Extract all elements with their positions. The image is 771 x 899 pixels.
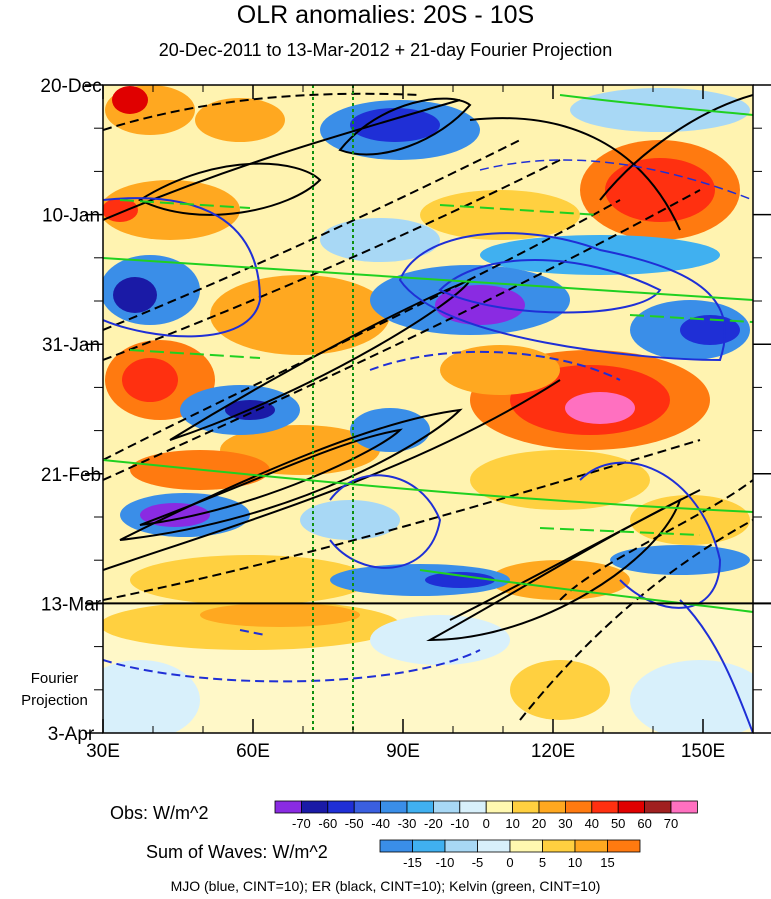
page-title: OLR anomalies: 20S - 10S (236, 1, 535, 29)
x-tick-label-1: 60E (236, 741, 270, 762)
obs-colorbar-swatch-6 (432, 800, 461, 814)
obs-colorbar: -70 -60 -50 -40 -30 -20 -10 0 10 20 30 40 50 60 70 (274, 800, 698, 831)
waves-colorbar-swatch-6 (574, 839, 608, 853)
obs-colorbar-swatch-7 (459, 800, 487, 814)
page-subtitle: 20-Dec-2011 to 13-Mar-2012 + 21-day Four… (158, 40, 613, 60)
waves-colorbar-level-5: 10 (568, 855, 582, 870)
y-tick-label-0: 20-Dec (40, 76, 101, 97)
obs-colorbar-level-7: 0 (483, 816, 490, 831)
obs-colorbar-swatch-9 (512, 800, 540, 814)
obs-colorbar-swatch-4 (380, 800, 408, 814)
x-tick-label-4: 150E (681, 741, 725, 762)
projection-field (103, 603, 753, 733)
obs-colorbar-swatch-1 (300, 800, 329, 814)
obs-colorbar-level-1: -60 (318, 816, 337, 831)
waves-colorbar-level-2: -5 (472, 855, 484, 870)
obs-colorbar-swatch-3 (353, 800, 382, 814)
y-tick-label-1: 10-Jan (42, 206, 100, 227)
y-tick-label-2: 31-Jan (42, 335, 100, 356)
waves-colorbar-swatch-3 (477, 839, 511, 853)
obs-colorbar-level-0: -70 (292, 816, 311, 831)
obs-colorbar-level-2: -50 (345, 816, 364, 831)
obs-colorbar-level-8: 10 (505, 816, 519, 831)
waves-colorbar-swatch-4 (509, 839, 543, 853)
obs-colorbar-level-3: -40 (371, 816, 390, 831)
y-tick-label-3: 21-Feb (41, 465, 101, 486)
obs-colorbar-swatch-11 (565, 800, 593, 814)
x-tick-label-3: 120E (531, 741, 575, 762)
obs-colorbar-level-9: 20 (532, 816, 546, 831)
plot-frame (102, 84, 754, 734)
obs-colorbar-level-12: 50 (611, 816, 625, 831)
fourier-projection-label: Fourier Projection (2, 668, 107, 712)
waves-colorbar-level-1: -10 (436, 855, 455, 870)
footer-note: MJO (blue, CINT=10); ER (black, CINT=10)… (170, 878, 601, 894)
waves-colorbar-level-4: 5 (539, 855, 546, 870)
plot-axes: 30E 60E 90E 120E 150E 20-Dec 10-Jan 31-Jan 21-Fe… (40, 76, 771, 762)
obs-colorbar-swatch-13 (617, 800, 646, 814)
waves-colorbar-level-6: 15 (600, 855, 614, 870)
waves-colorbar-swatch-2 (444, 839, 478, 853)
obs-colorbar-level-6: -10 (450, 816, 469, 831)
obs-colorbar-level-11: 40 (585, 816, 599, 831)
fourier-label-line-2: Projection (21, 692, 88, 709)
waves-colorbar-swatch-1 (412, 839, 446, 853)
waves-colorbar-level-0: -15 (403, 855, 422, 870)
obs-colorbar-swatch-5 (406, 800, 434, 814)
waves-colorbar-label: Sum of Waves: W/m^2 (146, 842, 328, 862)
obs-colorbar-swatch-14 (644, 800, 672, 814)
x-tick-label-0: 30E (86, 741, 120, 762)
obs-colorbar-level-5: -20 (424, 816, 443, 831)
obs-colorbar-label: Obs: W/m^2 (110, 803, 209, 823)
y-tick-label-4: 13-Mar (41, 594, 102, 615)
obs-colorbar-level-13: 60 (637, 816, 651, 831)
obs-colorbar-swatch-0 (274, 800, 302, 814)
wave-contours (103, 92, 753, 733)
obs-colorbar-swatch-8 (485, 800, 514, 814)
x-tick-label-2: 90E (386, 741, 420, 762)
obs-colorbar-level-4: -30 (398, 816, 417, 831)
fourier-label-line-1: Fourier (30, 670, 79, 687)
waves-colorbar-swatch-7 (607, 839, 641, 853)
obs-colorbar-swatch-2 (327, 800, 355, 814)
waves-colorbar-swatch-5 (542, 839, 576, 853)
obs-colorbar-swatch-12 (591, 800, 619, 814)
obs-colorbar-level-14: 70 (664, 816, 678, 831)
y-tick-label-5: 3-Apr (48, 724, 95, 745)
obs-colorbar-swatch-10 (538, 800, 566, 814)
waves-colorbar: -15 -10 -5 0 5 10 15 (379, 839, 641, 870)
obs-colorbar-level-10: 30 (558, 816, 572, 831)
waves-colorbar-level-3: 0 (506, 855, 513, 870)
waves-colorbar-swatch-0 (379, 839, 413, 853)
obs-colorbar-swatch-15 (670, 800, 698, 814)
